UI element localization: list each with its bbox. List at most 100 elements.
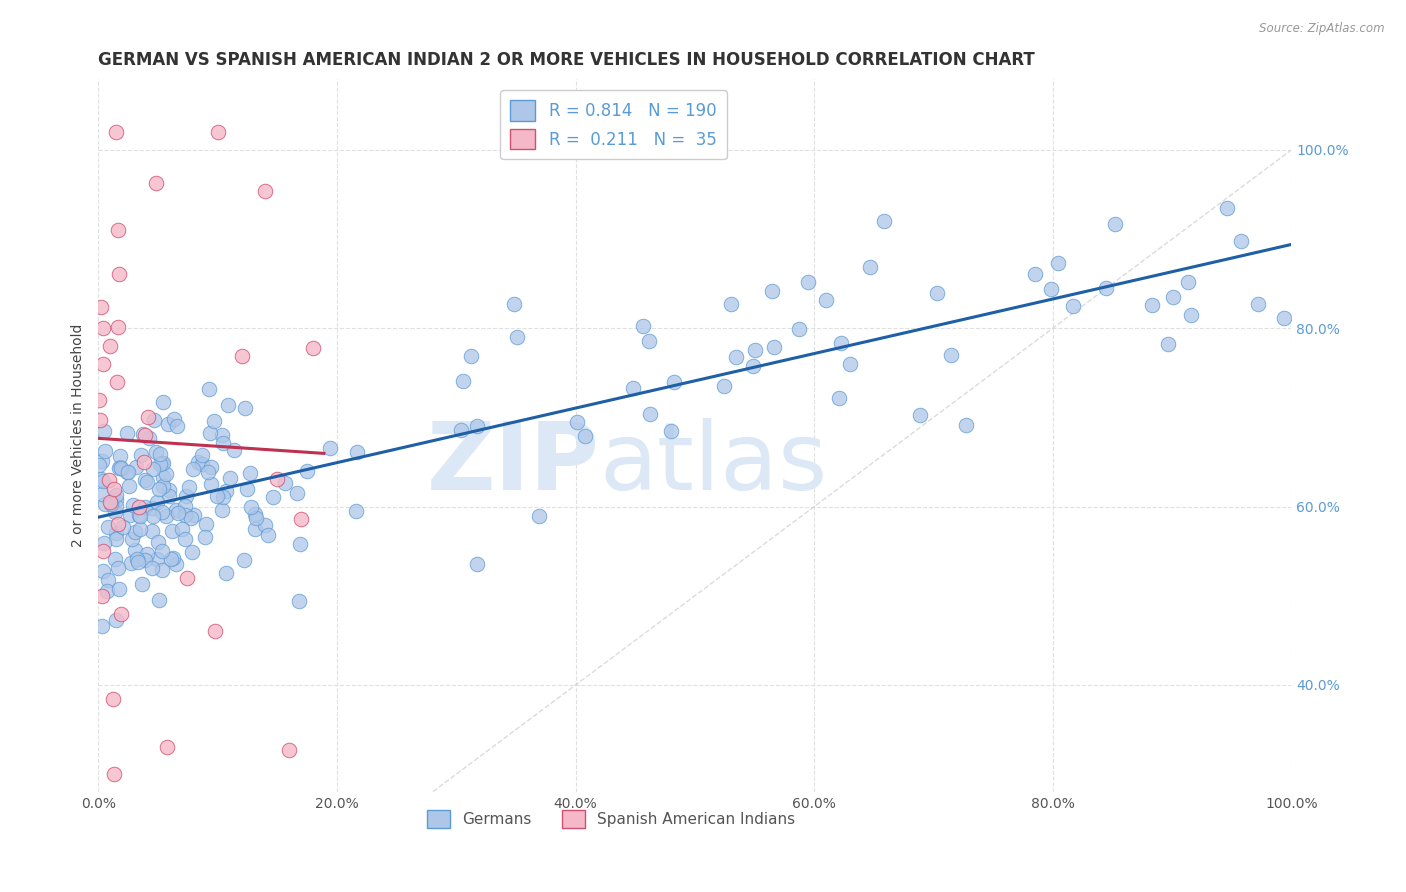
Point [129, 448, 152, 462]
Point [110, 461, 132, 475]
Point [107, 268, 129, 282]
Point [939, 348, 962, 362]
Point [146, 495, 169, 509]
Point [150, 505, 173, 519]
Point [142, 413, 165, 427]
Point [297, 464, 319, 478]
Point [180, 511, 202, 525]
Point [107, 223, 129, 237]
Point [1104, 217, 1126, 231]
Point [108, 449, 131, 463]
Point [152, 479, 174, 493]
Point [285, 486, 308, 500]
Point [141, 524, 163, 538]
Point [98, 494, 121, 508]
Point [149, 458, 172, 472]
Point [659, 424, 682, 438]
Point [93, 536, 115, 550]
Point [104, 551, 127, 566]
Point [125, 459, 148, 474]
Point [152, 469, 174, 483]
Point [136, 410, 159, 425]
Point [157, 489, 180, 503]
Point [1216, 201, 1239, 215]
Point [134, 455, 156, 469]
Point [94, 497, 117, 511]
Point [174, 489, 197, 503]
Point [110, 460, 132, 475]
Point [346, 445, 368, 459]
Point [198, 382, 221, 396]
Point [105, 375, 128, 389]
Point [145, 445, 167, 459]
Point [121, 532, 143, 546]
Point [128, 522, 150, 536]
Point [90, 589, 112, 603]
Point [110, 607, 132, 621]
Point [103, 483, 125, 497]
Point [527, 509, 550, 524]
Point [233, 401, 256, 415]
Point [925, 286, 948, 301]
Point [112, 520, 135, 534]
Text: GERMAN VS SPANISH AMERICAN INDIAN 2 OR MORE VEHICLES IN HOUSEHOLD CORRELATION CH: GERMAN VS SPANISH AMERICAN INDIAN 2 OR M… [98, 51, 1035, 69]
Point [567, 415, 589, 429]
Point [165, 557, 187, 571]
Point [124, 543, 146, 558]
Point [117, 426, 139, 441]
Point [91, 475, 114, 489]
Point [127, 555, 149, 569]
Point [118, 479, 141, 493]
Point [101, 691, 124, 706]
Point [166, 506, 188, 520]
Point [177, 480, 200, 494]
Text: ZIP: ZIP [426, 417, 599, 510]
Point [194, 531, 217, 545]
Point [166, 419, 188, 434]
Point [180, 545, 202, 559]
Point [787, 322, 810, 336]
Point [91, 454, 114, 468]
Point [1046, 256, 1069, 270]
Point [134, 500, 156, 514]
Point [574, 428, 596, 442]
Point [134, 473, 156, 487]
Point [257, 528, 280, 542]
Point [103, 767, 125, 781]
Point [91, 321, 114, 335]
Point [211, 503, 233, 517]
Y-axis label: 2 or more Vehicles in Household: 2 or more Vehicles in Household [72, 324, 86, 547]
Point [224, 443, 246, 458]
Point [104, 488, 127, 502]
Point [254, 184, 277, 198]
Point [1095, 281, 1118, 295]
Point [1039, 282, 1062, 296]
Point [453, 374, 475, 388]
Point [200, 425, 222, 440]
Point [197, 465, 219, 479]
Point [97, 519, 120, 533]
Point [96, 583, 118, 598]
Point [243, 523, 266, 537]
Point [232, 553, 254, 567]
Point [1024, 267, 1046, 281]
Point [859, 260, 882, 275]
Point [97, 574, 120, 588]
Point [138, 431, 160, 445]
Point [763, 340, 786, 354]
Point [638, 334, 661, 349]
Point [205, 489, 228, 503]
Point [90, 300, 112, 314]
Point [152, 395, 174, 409]
Point [239, 466, 262, 480]
Point [725, 351, 748, 365]
Point [136, 548, 159, 562]
Point [460, 349, 482, 363]
Point [142, 508, 165, 523]
Text: atlas: atlas [599, 417, 828, 510]
Point [155, 509, 177, 524]
Point [134, 553, 156, 567]
Point [288, 594, 311, 608]
Point [98, 473, 121, 487]
Point [122, 498, 145, 512]
